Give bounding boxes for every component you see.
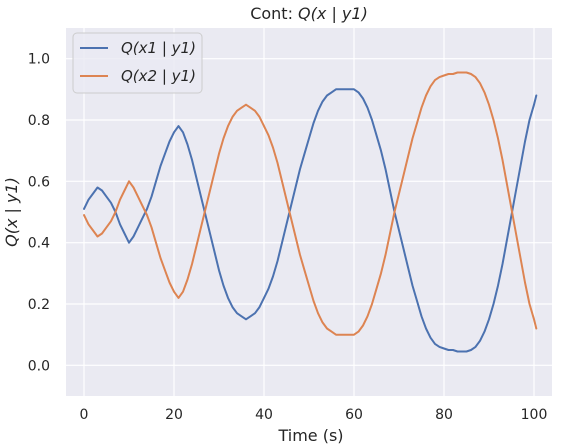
series-lines [83,71,538,353]
chart-title-prefix: Cont: [250,4,298,23]
x-tick-label: 100 [521,407,548,423]
legend-label-series-2: Q(x2 | y1) [121,67,196,85]
y-tick-label: 0.2 [28,297,50,313]
y-tick-label: 0.4 [28,236,50,252]
x-axis-label: Time (s) [277,426,343,445]
x-tick-label: 80 [435,407,453,423]
chart-title-math: Q(x | y1) [298,4,368,23]
x-tick-label: 40 [255,407,273,423]
chart-title: Cont: Q(x | y1) [250,4,368,23]
x-tick-label: 20 [165,407,183,423]
y-axis-label: Q(x | y1) [2,177,21,247]
x-tick-label: 60 [345,407,363,423]
y-tick-label: 0.0 [28,358,50,374]
x-tick-label: 0 [80,407,89,423]
series-line-1 [83,88,538,353]
y-tick-label: 1.0 [28,52,50,68]
legend: Q(x1 | y1) Q(x2 | y1) [72,32,203,94]
grid-lines [66,28,552,396]
y-axis-ticks: 0.0 0.2 0.4 0.6 0.8 1.0 [28,52,50,375]
x-axis-ticks: 0 20 40 60 80 100 [80,407,548,423]
y-tick-label: 0.6 [28,174,50,190]
legend-label-series-1: Q(x1 | y1) [121,39,196,57]
series-line-2 [83,71,538,336]
y-tick-label: 0.8 [28,113,50,129]
